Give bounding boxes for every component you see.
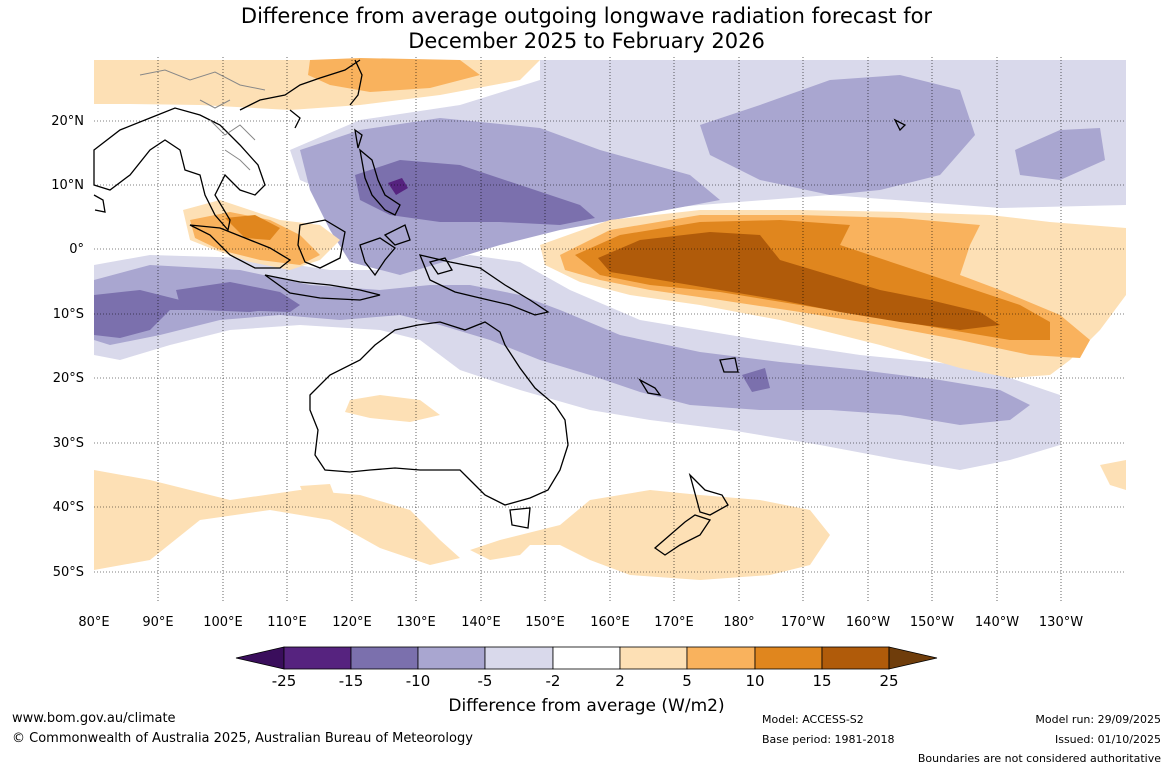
coastlines [93,59,907,556]
lon-label: 130°E [396,615,436,630]
colorbar-tick: 2 [615,672,625,690]
map-title: Difference from average outgoing longwav… [0,4,1173,54]
colorbar-tick: -25 [272,672,297,690]
lon-label: 120°E [332,615,372,630]
lat-label: 30°S [53,436,84,451]
lon-label: 140°E [461,615,501,630]
colorbar-tick: -10 [406,672,431,690]
footer-copyright: © Commonwealth of Australia 2025, Austra… [12,731,473,746]
brown-anomaly-regions [598,232,1000,330]
colorbar-label: Difference from average (W/m2) [448,696,725,716]
strong-negative-anomaly-spot [388,178,408,195]
lon-label: 160°E [590,615,630,630]
colorbar-swatch [484,646,554,670]
longitude-labels: 80°E 90°E 100°E 110°E 120°E 130°E 140°E … [78,615,1083,630]
lon-label: 170°E [654,615,694,630]
medium-purple-anomaly-regions [94,75,1105,425]
colorbar-swatch [350,646,419,670]
colorbar-tick: 15 [812,672,831,690]
lat-label: 10°N [51,178,84,193]
dark-purple-anomaly-regions [94,160,770,392]
footer-issued: Issued: 01/10/2025 [1054,733,1161,746]
lon-label: 130°W [1039,615,1083,630]
lon-label: 160°W [846,615,890,630]
colorbar-tick: -15 [339,672,364,690]
colorbar-ticks: -25 -15 -10 -5 -2 2 5 10 15 25 [272,672,899,690]
footer-url: www.bom.gov.au/climate [12,711,176,726]
lat-label: 40°S [53,500,84,515]
title-line-1: Difference from average outgoing longwav… [240,4,933,28]
footer-model-run: Model run: 29/09/2025 [1035,713,1161,726]
title-line-2: December 2025 to February 2026 [408,29,765,53]
footer-base-period: Base period: 1981-2018 [762,733,895,746]
lon-label: 150°W [910,615,954,630]
colorbar-swatch [888,646,938,670]
lat-label: 0° [69,242,84,257]
lat-label: 20°N [51,114,84,129]
colorbar-tick: 25 [879,672,898,690]
lat-label: 20°S [53,371,84,386]
lon-label: 180° [723,615,754,630]
country-borders [139,69,266,171]
footer-model: Model: ACCESS-S2 [762,713,864,726]
colorbar-tick: -5 [478,672,493,690]
colorbar-swatch [754,646,823,670]
colorbar-swatch [619,646,688,670]
colorbar-swatch [552,646,621,670]
colorbar [235,646,938,670]
colorbar-tick: 5 [682,672,692,690]
lat-label: 50°S [53,565,84,580]
colorbar-swatch [283,646,352,670]
gridlines [94,57,1126,602]
colorbar-swatch [821,646,890,670]
colorbar-tick: 10 [745,672,764,690]
lon-label: 100°E [203,615,243,630]
lon-label: 110°E [267,615,307,630]
lat-label: 10°S [53,307,84,322]
lon-label: 80°E [78,615,109,630]
lon-label: 150°E [525,615,565,630]
colorbar-swatch [235,646,285,670]
footer-disclaimer: Boundaries are not considered authoritat… [917,752,1161,765]
lon-label: 90°E [142,615,173,630]
lon-label: 170°W [781,615,825,630]
colorbar-swatch [686,646,756,670]
latitude-labels: 20°N 10°N 0° 10°S 20°S 30°S 40°S 50°S [51,114,84,580]
colorbar-swatch [417,646,486,670]
lon-label: 140°W [975,615,1019,630]
colorbar-tick: -2 [546,672,561,690]
